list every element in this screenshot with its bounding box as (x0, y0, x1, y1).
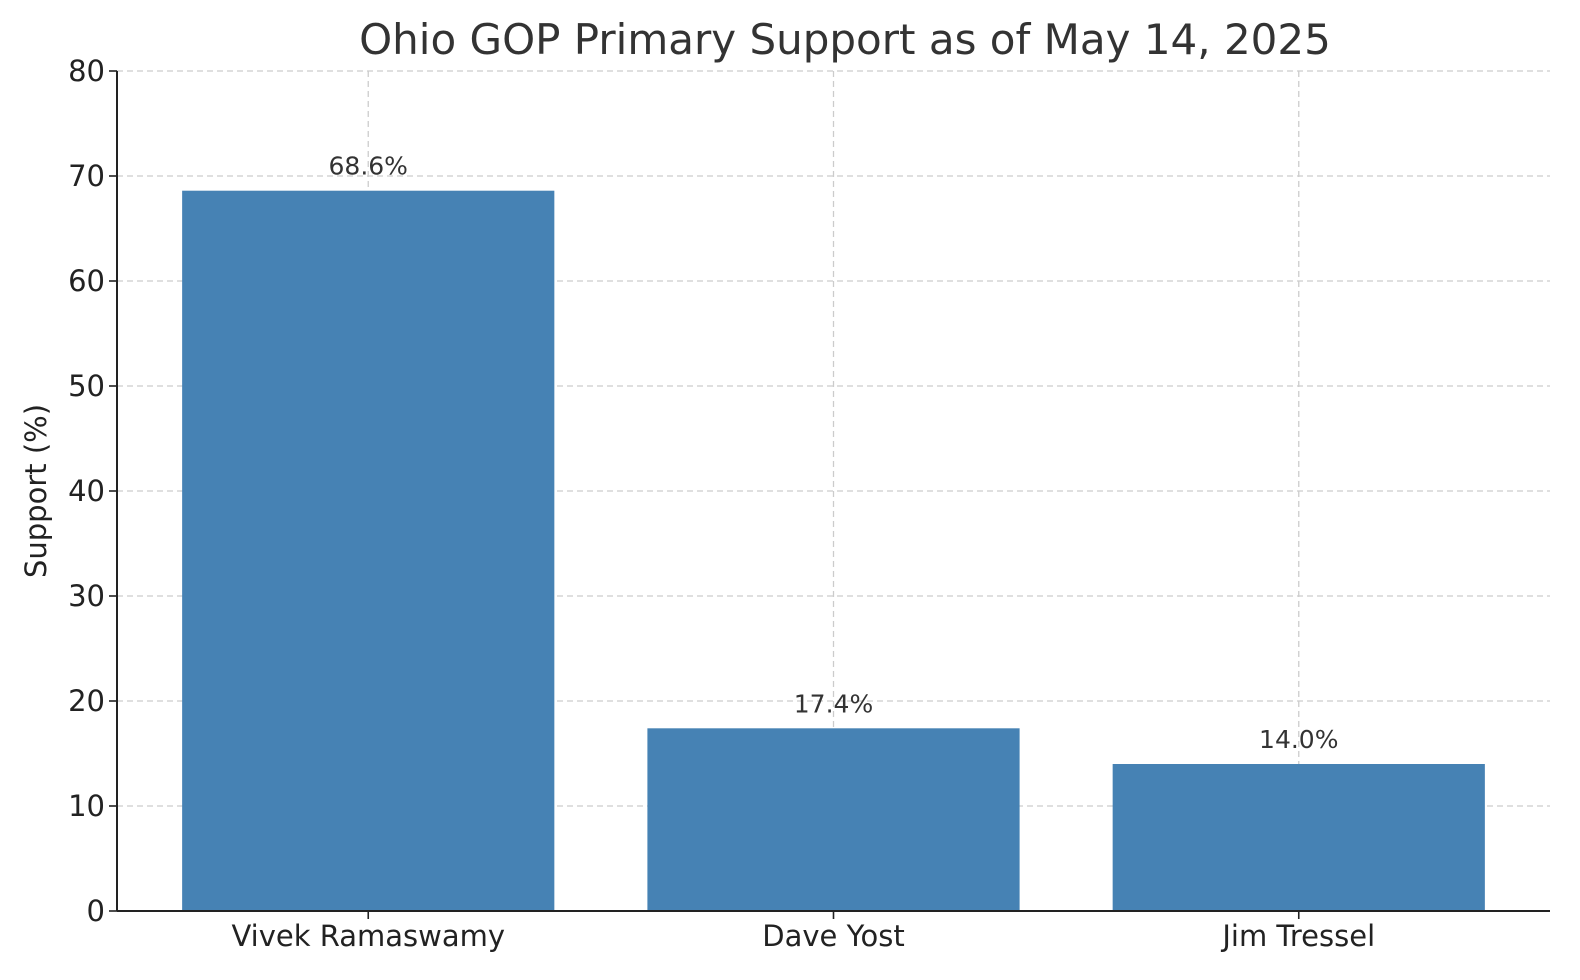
bar-value-label: 14.0% (1259, 725, 1338, 754)
y-tick-label: 30 (68, 579, 105, 613)
bar (182, 190, 555, 911)
x-tick-label: Dave Yost (762, 919, 904, 953)
y-tick-label: 60 (68, 264, 105, 298)
y-tick-label: 80 (68, 54, 105, 88)
bar-value-label: 68.6% (329, 152, 408, 181)
bar (647, 728, 1020, 911)
y-tick-label: 70 (68, 159, 105, 193)
y-tick-label: 40 (68, 474, 105, 508)
x-tick-label: Vivek Ramaswamy (231, 919, 505, 953)
bar-value-label: 17.4% (794, 689, 873, 718)
x-tick-label: Jim Tressel (1220, 919, 1375, 953)
y-axis-ticks: 0 10 20 30 40 50 60 70 80 (68, 54, 117, 928)
y-tick-label: 10 (68, 789, 105, 823)
y-tick-label: 0 (87, 894, 105, 928)
y-tick-label: 20 (68, 684, 105, 718)
chart-title: Ohio GOP Primary Support as of May 14, 2… (359, 15, 1331, 64)
bars (182, 190, 1485, 911)
bar (1112, 764, 1485, 911)
x-axis-ticks: Vivek Ramaswamy Dave Yost Jim Tressel (231, 911, 1375, 953)
value-labels: 68.6% 17.4% 14.0% (329, 152, 1339, 754)
y-axis-label: Support (%) (19, 404, 53, 578)
y-tick-label: 50 (68, 369, 105, 403)
